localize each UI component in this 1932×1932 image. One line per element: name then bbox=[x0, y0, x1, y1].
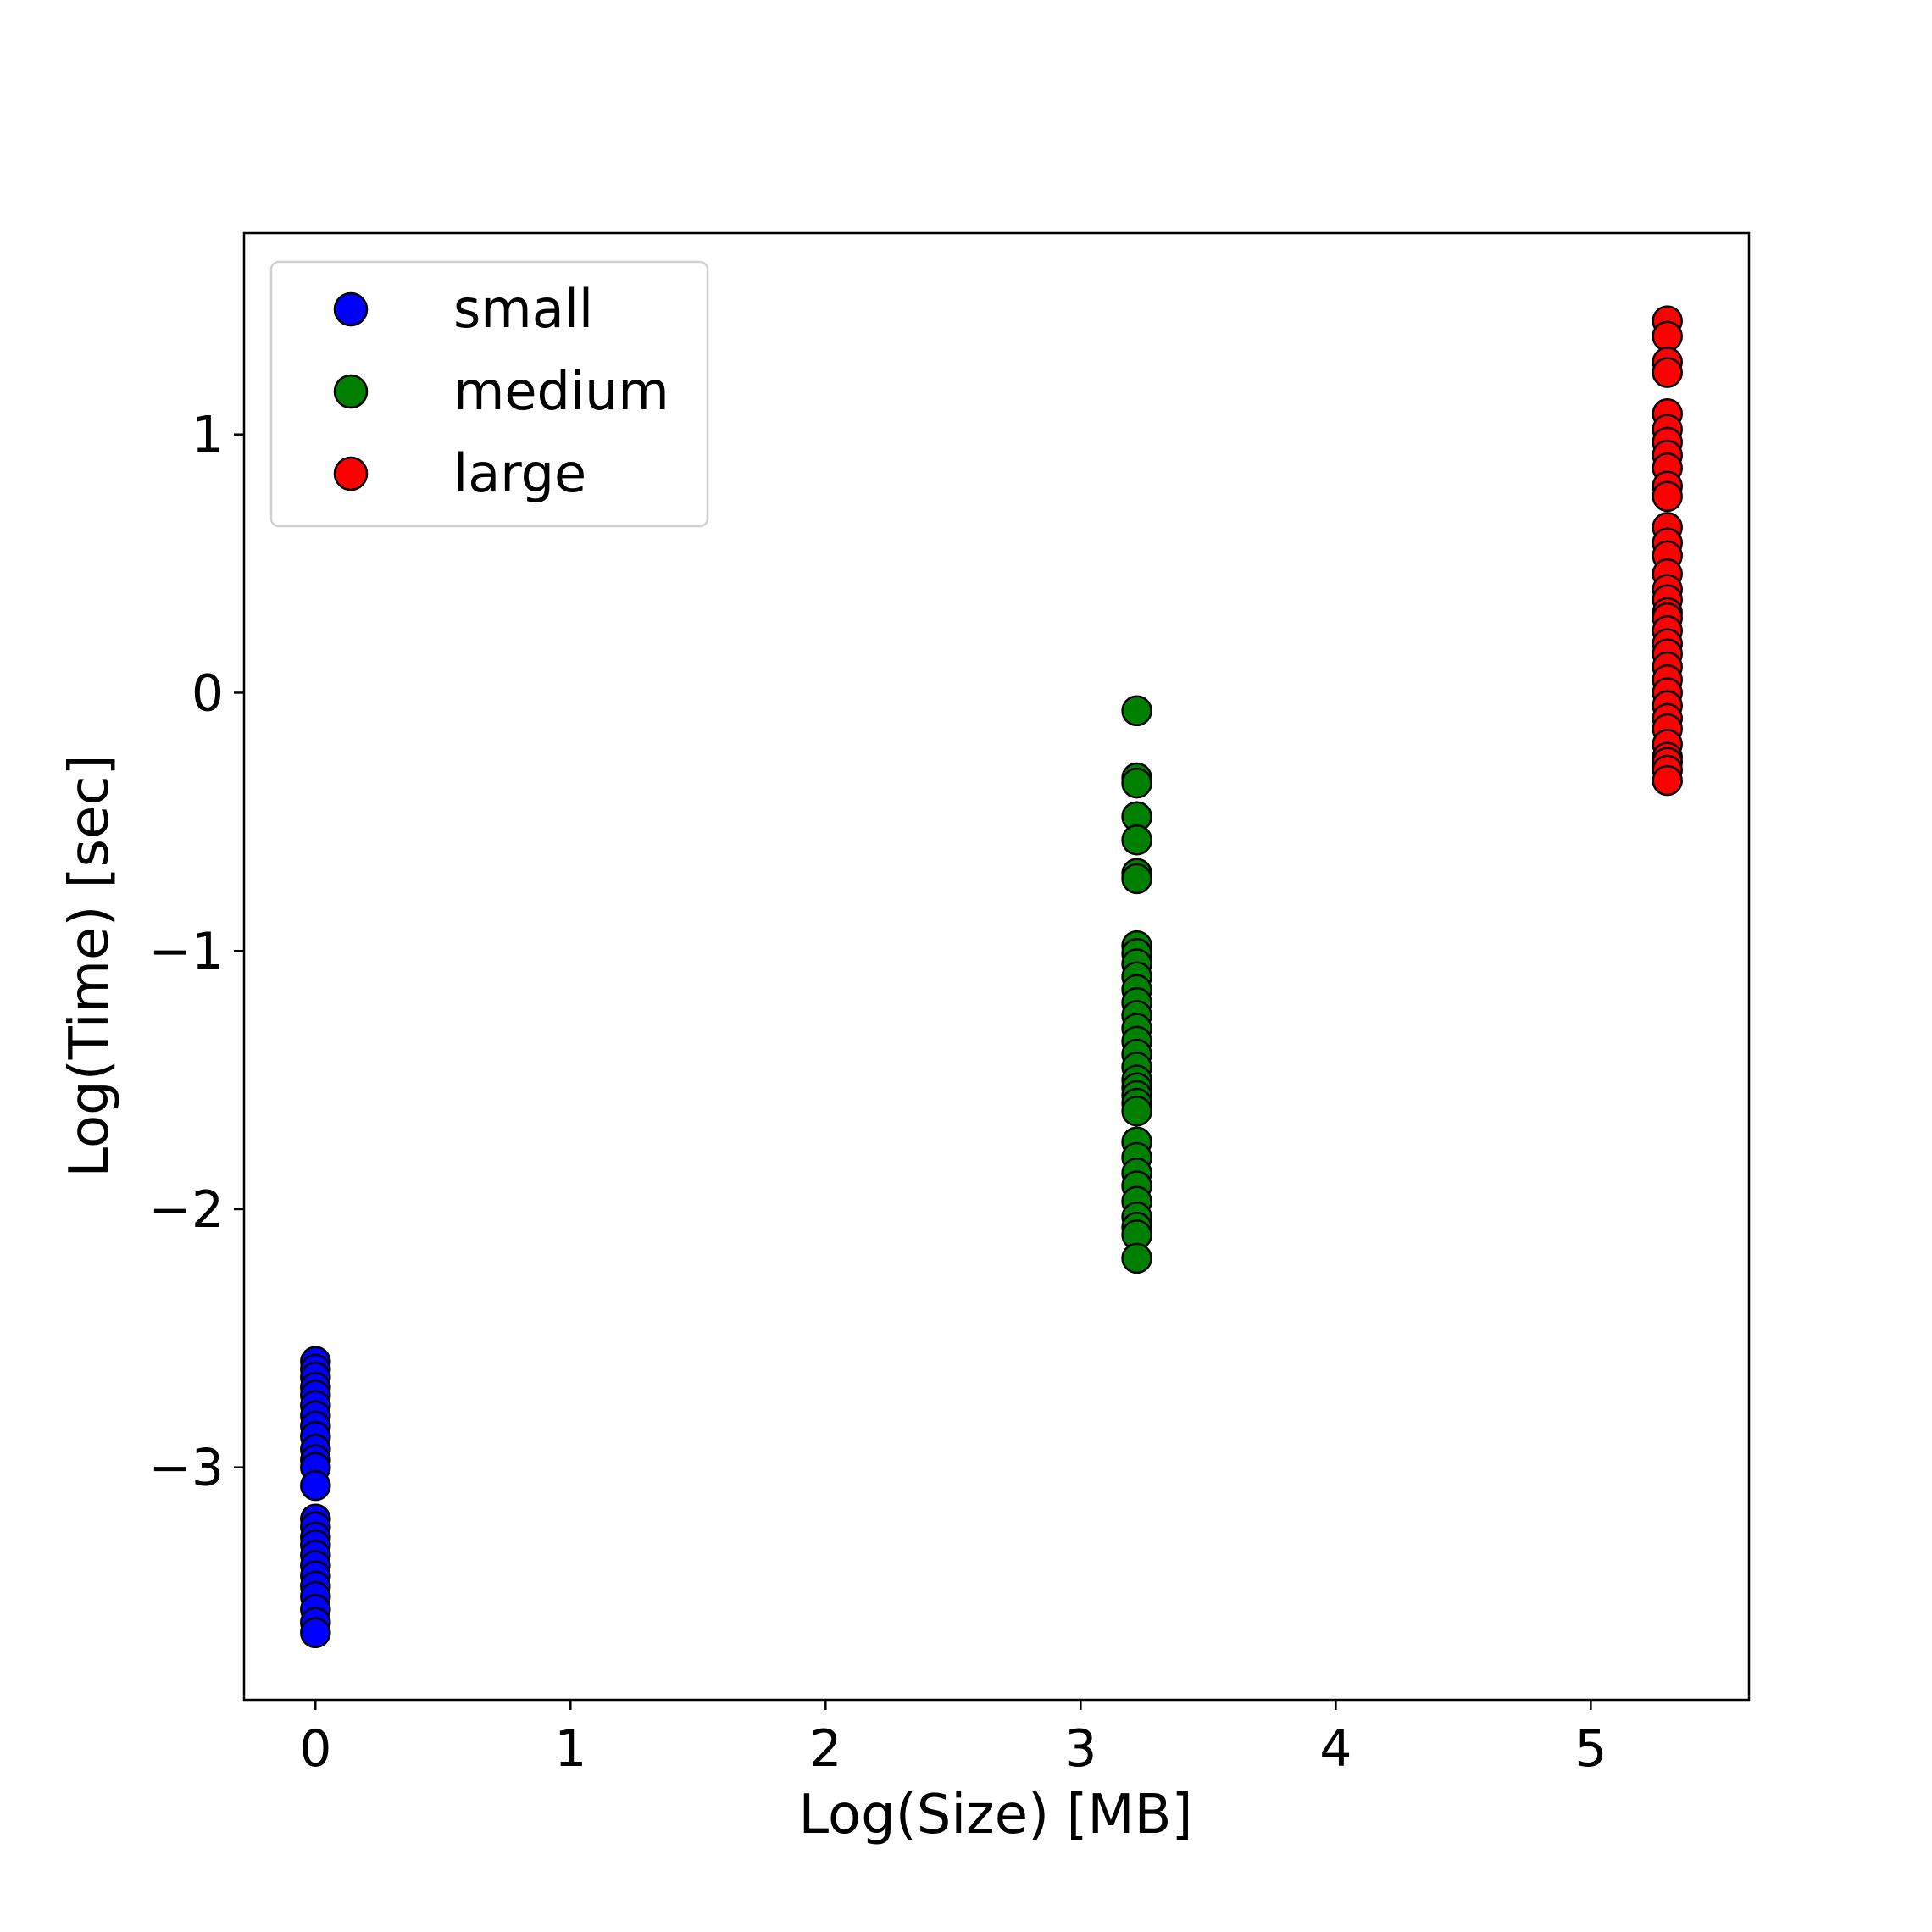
y-axis-label: Log(Time) [sec] bbox=[58, 754, 121, 1177]
y-tick-label: −1 bbox=[149, 922, 224, 981]
legend-marker-medium bbox=[333, 374, 369, 409]
small-point bbox=[300, 1617, 331, 1649]
large-point bbox=[1652, 764, 1683, 797]
small-point bbox=[300, 1469, 331, 1502]
legend-label-medium: medium bbox=[453, 360, 669, 422]
large-point bbox=[1652, 480, 1683, 513]
y-tick-label: 0 bbox=[192, 663, 224, 723]
y-tick-label: −2 bbox=[149, 1180, 224, 1240]
medium-point bbox=[1121, 1242, 1152, 1274]
medium-point bbox=[1121, 824, 1152, 856]
y-tick-label: −3 bbox=[149, 1439, 224, 1498]
plot-frame bbox=[242, 231, 1751, 1702]
data-points bbox=[300, 305, 1683, 1649]
y-axis-ticks: −3 −2 −1 0 1 bbox=[149, 406, 244, 1498]
x-tick-label: 1 bbox=[554, 1719, 586, 1779]
legend-marker-large bbox=[333, 456, 369, 491]
x-tick-label: 3 bbox=[1064, 1719, 1096, 1779]
legend-frame bbox=[269, 260, 709, 528]
legend-label-large: large bbox=[453, 442, 586, 504]
large-point bbox=[1652, 357, 1683, 388]
x-axis-label: Log(Size) [MB] bbox=[798, 1784, 1192, 1846]
x-tick-label: 0 bbox=[299, 1719, 331, 1779]
medium-point bbox=[1121, 863, 1152, 895]
legend: small medium large bbox=[269, 260, 709, 528]
x-axis-ticks: 0 1 2 3 4 5 bbox=[299, 1700, 1607, 1779]
legend-label-small: small bbox=[453, 278, 593, 340]
y-tick-label: 1 bbox=[192, 406, 224, 465]
x-tick-label: 5 bbox=[1574, 1719, 1607, 1779]
x-tick-label: 2 bbox=[809, 1719, 841, 1779]
x-tick-label: 4 bbox=[1319, 1719, 1352, 1779]
medium-point bbox=[1121, 1095, 1152, 1127]
legend-marker-small bbox=[333, 291, 369, 327]
large-point bbox=[1652, 320, 1683, 353]
medium-point bbox=[1121, 695, 1152, 727]
medium-point bbox=[1121, 767, 1152, 799]
